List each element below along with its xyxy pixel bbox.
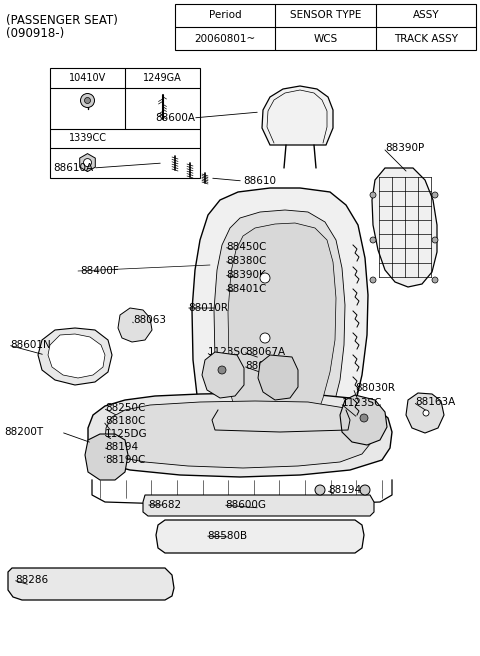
Circle shape [423, 410, 429, 416]
Polygon shape [258, 355, 298, 400]
Circle shape [81, 94, 95, 108]
Polygon shape [262, 86, 333, 145]
Text: 88600A: 88600A [155, 113, 195, 123]
Polygon shape [192, 188, 368, 425]
Polygon shape [80, 154, 96, 172]
Text: 1125DG: 1125DG [105, 429, 148, 439]
Text: 88401C: 88401C [226, 284, 266, 294]
Text: 88610A: 88610A [53, 163, 93, 173]
Text: WCS: WCS [313, 33, 337, 43]
Polygon shape [214, 210, 345, 420]
Text: 1249GA: 1249GA [143, 73, 182, 83]
Circle shape [218, 366, 226, 374]
Text: 20060801~: 20060801~ [194, 33, 256, 43]
Bar [50, 68, 200, 178]
Text: 88610: 88610 [243, 176, 276, 186]
Text: 88010R: 88010R [188, 303, 228, 313]
Text: (090918-): (090918-) [6, 27, 64, 40]
Circle shape [260, 273, 270, 283]
Polygon shape [85, 434, 128, 480]
Circle shape [360, 414, 368, 422]
Text: 88682: 88682 [148, 500, 181, 510]
Polygon shape [406, 393, 444, 433]
Circle shape [315, 485, 325, 495]
Text: 88450C: 88450C [226, 242, 266, 252]
Text: 88067A: 88067A [245, 347, 285, 357]
Text: TRACK ASSY: TRACK ASSY [394, 33, 458, 43]
Text: 88057A: 88057A [245, 361, 285, 371]
Polygon shape [372, 168, 437, 287]
Text: 88190C: 88190C [105, 455, 145, 465]
Text: 88194: 88194 [105, 442, 138, 452]
Polygon shape [8, 568, 174, 600]
Text: Period: Period [209, 10, 241, 20]
Circle shape [360, 485, 370, 495]
Text: 88250C: 88250C [105, 403, 145, 413]
Text: 1123SC: 1123SC [208, 347, 249, 357]
Text: ASSY: ASSY [412, 10, 439, 20]
Text: 88286: 88286 [15, 575, 48, 585]
Circle shape [432, 277, 438, 283]
Polygon shape [48, 334, 105, 378]
Text: 88030R: 88030R [355, 383, 395, 393]
Text: (PASSENGER SEAT): (PASSENGER SEAT) [6, 14, 118, 27]
Text: 88400F: 88400F [80, 266, 119, 276]
Text: 88180C: 88180C [105, 416, 145, 426]
Polygon shape [88, 393, 392, 477]
Text: SENSOR TYPE: SENSOR TYPE [290, 10, 361, 20]
Circle shape [370, 192, 376, 198]
Circle shape [84, 159, 92, 167]
Circle shape [432, 237, 438, 243]
Polygon shape [340, 395, 387, 445]
Text: 88600G: 88600G [225, 500, 266, 510]
Circle shape [260, 333, 270, 343]
Text: 88601N: 88601N [10, 340, 51, 350]
Text: 88200T: 88200T [4, 427, 43, 437]
Text: 88390K: 88390K [226, 270, 266, 280]
Text: 88580B: 88580B [207, 531, 247, 541]
Bar [175, 4, 476, 50]
Polygon shape [202, 352, 244, 398]
Text: 88163A: 88163A [415, 397, 455, 407]
Text: 1339CC: 1339CC [69, 133, 107, 143]
Text: 88390P: 88390P [385, 143, 424, 153]
Polygon shape [143, 495, 374, 516]
Circle shape [84, 98, 91, 104]
Circle shape [370, 277, 376, 283]
Text: 10410V: 10410V [69, 73, 106, 83]
Circle shape [370, 237, 376, 243]
Text: 88063: 88063 [133, 315, 166, 325]
Circle shape [432, 192, 438, 198]
Polygon shape [156, 520, 364, 553]
Polygon shape [105, 401, 372, 468]
Polygon shape [38, 328, 112, 385]
Polygon shape [228, 223, 336, 418]
Text: 1123SC: 1123SC [342, 398, 383, 408]
Text: 88380C: 88380C [226, 256, 266, 266]
Text: 88194: 88194 [328, 485, 361, 495]
Polygon shape [118, 308, 152, 342]
